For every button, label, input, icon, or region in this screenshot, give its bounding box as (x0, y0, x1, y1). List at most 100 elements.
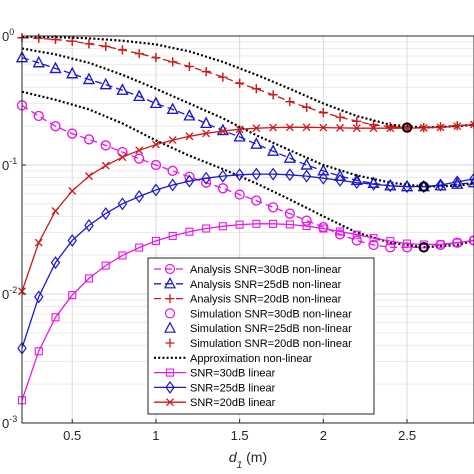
data-point (268, 90, 278, 100)
axes-box (21, 35, 474, 424)
data-point (419, 123, 428, 132)
legend-label: Approximation non-linear (190, 353, 313, 365)
data-point (402, 180, 412, 194)
y-tick-label: 0-2 (2, 285, 17, 302)
data-point (101, 261, 110, 270)
data-point (436, 123, 445, 132)
x-axis-label: d1 (m) (229, 449, 267, 471)
data-point (134, 189, 144, 204)
data-point (336, 123, 345, 132)
series-line (21, 173, 474, 349)
data-point (67, 36, 77, 46)
data-point (352, 230, 361, 239)
data-point (301, 169, 312, 183)
x-tick-label: 1 (152, 428, 159, 443)
legend-marker (165, 368, 175, 377)
data-point (269, 219, 278, 228)
data-point (84, 39, 94, 49)
legend-label: Analysis SNR=30dB non-linear (190, 264, 342, 276)
legend-marker (164, 308, 176, 319)
series-5 (17, 33, 474, 133)
y-tick-base: 0 (2, 416, 9, 431)
legend-label: SNR=20dB linear (190, 397, 276, 409)
data-point (218, 72, 228, 82)
series-line (21, 90, 474, 249)
legend-entry: SNR=30dB linear (154, 368, 276, 380)
legend-entry: Simulation SNR=25dB non-linear (164, 321, 352, 335)
data-point (184, 174, 195, 188)
data-point (352, 124, 361, 133)
data-point (185, 227, 194, 236)
data-point (168, 57, 178, 67)
legend-label: Analysis SNR=25dB non-linear (190, 279, 342, 291)
data-point (284, 208, 295, 219)
data-point (201, 67, 211, 77)
data-point (386, 237, 395, 246)
legend-entry: Simulation SNR=20dB non-linear (165, 338, 352, 350)
y-tick-base: 0 (2, 29, 9, 44)
data-point (233, 130, 246, 142)
legend-label: SNR=25dB linear (190, 382, 276, 394)
data-point (168, 136, 177, 145)
data-point (267, 144, 280, 156)
data-point (319, 123, 328, 132)
data-point (251, 167, 262, 181)
data-point (34, 33, 44, 43)
data-point (50, 256, 61, 270)
series-line (21, 123, 474, 292)
data-point (336, 227, 345, 236)
data-point (218, 169, 228, 183)
data-point (453, 238, 462, 247)
legend-label: Simulation SNR=25dB non-linear (190, 323, 352, 335)
data-point (167, 178, 178, 192)
data-point (368, 239, 379, 251)
data-point (200, 116, 213, 129)
data-point (235, 220, 244, 229)
optimum-points (401, 122, 429, 253)
data-point (369, 234, 378, 243)
data-point (235, 125, 244, 134)
data-point (151, 236, 160, 245)
data-point (151, 140, 160, 149)
data-point (401, 242, 413, 253)
data-point (252, 124, 261, 133)
data-point (51, 313, 60, 322)
y-tick-base: 0 (2, 158, 9, 173)
data-point (234, 189, 245, 200)
optimum-point (418, 181, 429, 192)
data-point (302, 222, 311, 231)
data-point (216, 123, 229, 136)
y-tick-exponent: 0 (9, 27, 14, 37)
data-point (117, 45, 127, 55)
series-layer (16, 33, 474, 405)
data-point (32, 55, 45, 68)
data-point (285, 168, 295, 182)
data-point (185, 132, 194, 141)
series-9 (17, 219, 474, 405)
data-point (67, 233, 77, 247)
data-point (134, 49, 144, 59)
data-point (285, 97, 295, 107)
data-point (234, 168, 245, 182)
legend-label: Simulation SNR=20dB non-linear (190, 338, 352, 350)
data-point (134, 153, 145, 164)
data-point (436, 240, 445, 249)
data-point (117, 197, 128, 211)
data-point (83, 134, 95, 145)
data-point (85, 172, 93, 181)
data-point (283, 151, 296, 163)
data-point (435, 178, 446, 192)
data-point (334, 229, 346, 240)
legend-marker (164, 321, 176, 333)
data-point (335, 112, 345, 122)
data-point (135, 146, 144, 155)
x-ticks: 0.5 1 1.5 2 2.5 (63, 419, 416, 443)
data-point (99, 77, 112, 90)
data-point (318, 108, 328, 118)
series-10 (17, 167, 474, 355)
data-point (386, 124, 395, 133)
data-point (301, 215, 312, 226)
series-line (21, 47, 474, 188)
data-point (368, 177, 379, 191)
